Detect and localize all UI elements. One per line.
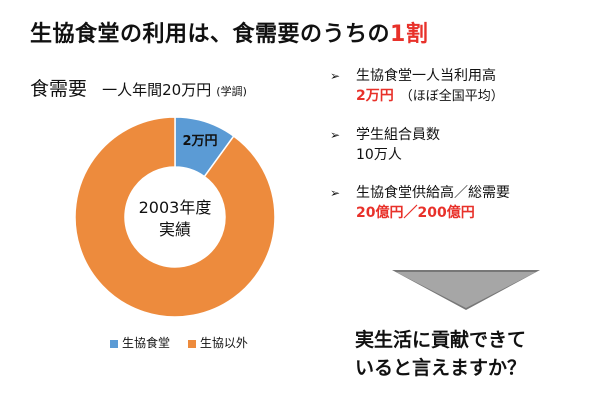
bullet-supply: ➢ 生協食堂供給高／総需要 20億円／200億円 <box>322 183 592 223</box>
legend-swatch-other <box>187 339 196 348</box>
donut-data-label-0: 2万円 <box>183 134 218 149</box>
donut-slice-1 <box>74 116 276 318</box>
title-accent: 1割 <box>390 22 429 47</box>
bullet-usage: ➢ 生協食堂一人当利用高 2万円 （ほぼ全国平均） <box>322 66 592 107</box>
bullet-list: ➢ 生協食堂一人当利用高 2万円 （ほぼ全国平均） ➢ 学生組合員数 10万人 ➢… <box>322 66 592 241</box>
title-text: 生協食堂の利用は、食需要のうちの <box>30 22 391 47</box>
legend-item-other: 生協以外 <box>187 336 248 350</box>
legend-label-coop: 生協食堂 <box>122 336 171 350</box>
bullet-usage-amount: 2万円 <box>356 88 394 104</box>
arrow-bullet-icon: ➢ <box>330 69 341 83</box>
demand-summary: 食需要 一人年間20万円 (学調) <box>30 74 247 101</box>
arrow-bullet-icon: ➢ <box>330 128 341 142</box>
down-arrow-fill <box>396 272 536 308</box>
page-title: 生協食堂の利用は、食需要のうちの1割 <box>30 16 428 48</box>
bullet-usage-note: （ほぼ全国平均） <box>399 89 504 104</box>
legend-item-coop: 生協食堂 <box>110 336 174 350</box>
bullet-usage-value: 2万円 （ほぼ全国平均） <box>356 86 592 107</box>
bullet-supply-title: 生協食堂供給高／総需要 <box>356 185 510 201</box>
demand-label: 食需要 <box>30 78 88 100</box>
donut-center-label-0: 2003年度 <box>139 198 212 217</box>
legend-label-other: 生協以外 <box>199 336 248 350</box>
demand-detail: 一人年間20万円 <box>102 81 212 99</box>
arrow-bullet-icon: ➢ <box>330 186 341 200</box>
chart-legend: 生協食堂 生協以外 <box>110 334 262 351</box>
closing-question: 実生活に貢献できて いると言えますか？ <box>355 326 526 382</box>
bullet-members: ➢ 学生組合員数 10万人 <box>322 125 592 165</box>
bullet-usage-title: 生協食堂一人当利用高 <box>356 68 496 84</box>
bullet-members-value: 10万人 <box>356 147 402 163</box>
demand-source: (学調) <box>216 85 247 98</box>
legend-swatch-coop <box>110 339 118 348</box>
bullet-supply-value: 20億円／200億円 <box>356 203 592 223</box>
bullet-supply-amount: 20億円／200億円 <box>356 205 475 221</box>
question-line-1: 実生活に貢献できて <box>355 329 527 351</box>
bullet-members-title: 学生組合員数 <box>356 127 440 143</box>
question-line-2: いると言えますか？ <box>355 357 527 379</box>
donut-center-label-1: 実績 <box>159 220 191 239</box>
